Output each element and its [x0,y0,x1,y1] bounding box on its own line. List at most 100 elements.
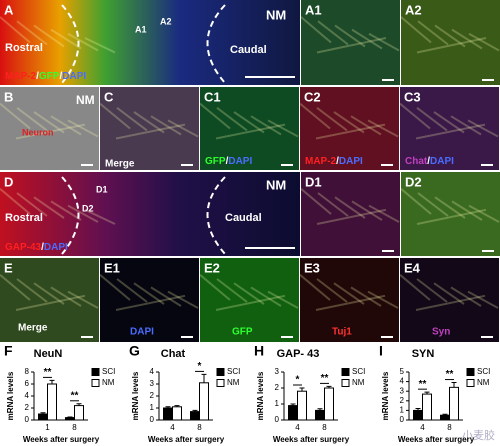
bar [65,417,75,421]
texture [215,294,286,311]
texture [333,111,365,134]
error-bar [67,416,73,418]
error-bar [299,387,305,392]
stain-part: / [336,156,339,167]
texture [167,290,199,309]
x-tick-label: 8 [322,423,327,432]
error-bar [317,408,323,411]
panel-letter: D [4,174,13,189]
panel-letter: A2 [405,2,422,17]
texture [16,20,48,46]
texture [0,274,31,301]
stain-label: Chat/DAPI [405,156,454,167]
x-axis-label: Weeks after surgery [273,435,350,444]
panel-label: D1 [96,184,108,194]
image-panel [400,87,499,170]
texture [334,196,366,219]
y-tick-label: 5 [400,367,405,376]
y-tick-label: 6 [25,379,30,388]
y-tick-label: 1 [150,403,155,412]
stain-part: DAPI [62,71,86,82]
x-tick-label: 8 [197,423,202,432]
texture [417,192,449,217]
image-panel [0,87,99,170]
texture [233,282,265,305]
panel-label: NM [266,7,286,22]
texture [317,20,349,46]
bar [172,406,182,421]
image-panel [401,0,500,85]
texture [350,286,382,307]
error-bar [76,403,82,406]
error-bar [326,385,332,388]
y-tick-label: 0 [25,415,30,424]
texture [16,107,48,132]
texture [350,115,382,136]
texture [133,111,165,134]
texture [316,208,387,225]
texture [50,286,82,307]
error-bar [201,373,207,383]
y-tick-label: 4 [400,377,405,386]
image-panel [100,87,199,170]
significance: ** [71,390,79,401]
panel-letter: E4 [404,260,421,275]
panel-letter: E3 [304,260,320,275]
image-panel [200,258,299,342]
stain-part: Chat [405,156,428,167]
stain-part: GFP [39,71,60,82]
texture [316,37,387,54]
chart-title: Chat [161,348,186,360]
texture [416,208,487,225]
texture [84,37,116,54]
lesion-outline [206,176,226,255]
panel-letter: F [4,343,13,359]
texture [468,32,500,52]
x-tick-label: 4 [295,423,300,432]
texture [299,274,331,301]
texture [16,192,48,217]
stain-part: / [36,71,39,82]
error-bar [40,412,46,414]
y-axis-label: mRNA levels [381,371,390,420]
texture [115,294,186,311]
panel-letter: D2 [405,174,422,189]
texture [199,274,231,301]
legend-swatch [341,368,350,376]
x-tick-label: 4 [170,423,175,432]
legend-label: SCI [352,367,365,376]
panel-letter: D1 [305,174,322,189]
texture [67,290,99,309]
stain-part: GFP [205,156,226,167]
panel-letter: B [4,89,13,104]
legend-swatch [91,368,100,376]
stain-part: MAP-2 [305,156,337,167]
y-tick-label: 0 [275,415,280,424]
texture [267,119,299,138]
y-tick-label: 2 [400,396,405,405]
texture [250,115,282,136]
legend-label: NM [227,378,240,387]
y-tick-label: 3 [400,386,405,395]
texture [400,16,432,44]
panel-label: NM [76,93,95,107]
significance: ** [419,379,427,390]
panel-label: GFP [232,327,253,338]
texture [167,119,199,138]
legend-swatch [216,368,225,376]
watermark: 小麦胶 [462,428,495,442]
texture [233,111,265,134]
bar [422,393,432,421]
stain-part: / [226,156,229,167]
stain-part: GAP-43 [5,242,42,253]
texture [150,115,182,136]
texture [250,286,282,307]
chart-title: SYN [412,348,435,360]
significance: ** [321,373,329,384]
bar [440,414,450,421]
image-panel [400,258,499,342]
bar [190,411,200,421]
y-tick-label: 3 [275,367,280,376]
texture [50,200,82,221]
